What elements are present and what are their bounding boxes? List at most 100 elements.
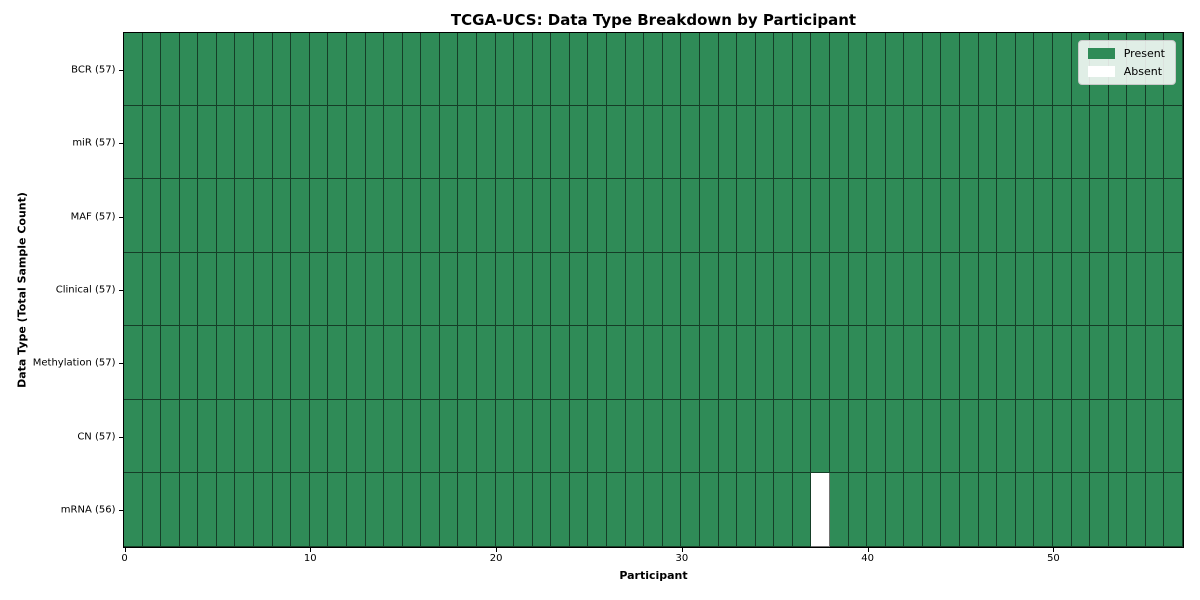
y-tick-label: BCR (57) (71, 64, 116, 76)
cell-present (662, 105, 682, 180)
cell-present (1052, 399, 1072, 474)
cell-present (941, 105, 961, 180)
cell-present (755, 473, 775, 547)
cell-present (309, 399, 329, 474)
cell-present (792, 32, 812, 106)
cell-present (904, 105, 923, 180)
cell-present (718, 179, 738, 253)
cell-present (458, 252, 477, 327)
cell-present (272, 252, 292, 327)
x-tick-label: 10 (303, 553, 317, 564)
cell-present (179, 473, 199, 547)
cell-present (272, 399, 292, 474)
cell-present (254, 399, 273, 474)
cell-present (922, 32, 942, 106)
cell-present (792, 105, 812, 180)
cell-present (607, 326, 626, 400)
cell-present (588, 252, 608, 327)
cell-present (1108, 105, 1128, 180)
x-tick-mark (1053, 548, 1055, 552)
cell-present (792, 179, 812, 253)
cell-present (904, 473, 923, 547)
cell-present (1052, 473, 1072, 547)
y-tick-label: mRNA (56) (60, 504, 116, 516)
cell-present (1145, 326, 1165, 400)
cell-present (625, 179, 645, 253)
cell-present (216, 32, 236, 106)
cell-present (774, 399, 793, 474)
cell-present (124, 399, 143, 474)
cell-present (699, 105, 719, 180)
cell-present (569, 105, 589, 180)
cell-present (848, 179, 868, 253)
cell-present (1145, 105, 1165, 180)
cell-present (1164, 252, 1183, 327)
cell-present (161, 179, 180, 253)
cell-present (1164, 179, 1183, 253)
cell-present (848, 32, 868, 106)
legend-label-present: Present (1123, 46, 1165, 60)
cell-present (699, 399, 719, 474)
cell-present (476, 326, 496, 400)
cell-present (1164, 399, 1183, 474)
cell-present (737, 326, 756, 400)
cell-present (904, 399, 923, 474)
cell-present (346, 252, 366, 327)
cell-present (960, 179, 979, 253)
cell-present (1127, 399, 1146, 474)
cell-present (904, 32, 923, 106)
cell-present (811, 326, 830, 400)
cell-present (216, 105, 236, 180)
cell-present (514, 473, 533, 547)
x-tick-mark (124, 548, 126, 552)
cell-present (421, 473, 440, 547)
cell-present (402, 32, 422, 106)
cell-present (829, 399, 849, 474)
cell-present (774, 473, 793, 547)
cell-present (551, 252, 570, 327)
legend-label-absent: Absent (1123, 64, 1163, 78)
cell-present (607, 399, 626, 474)
cell-present (1145, 179, 1165, 253)
cell-present (811, 32, 830, 106)
cell-present (1071, 473, 1091, 547)
cell-present (1090, 473, 1109, 547)
cell-present (365, 473, 385, 547)
cell-present (291, 105, 310, 180)
cell-present (439, 252, 459, 327)
cell-present (421, 252, 440, 327)
cell-present (1015, 326, 1035, 400)
cell-present (142, 105, 162, 180)
cell-present (978, 326, 998, 400)
cell-present (662, 179, 682, 253)
cell-present (1052, 326, 1072, 400)
cell-present (254, 473, 273, 547)
cell-present (495, 473, 515, 547)
cell-present (254, 105, 273, 180)
cell-present (198, 32, 217, 106)
cell-present (495, 105, 515, 180)
cell-present (328, 105, 347, 180)
cell-present (681, 473, 700, 547)
cell-present (142, 32, 162, 106)
cell-present (1034, 252, 1053, 327)
cell-present (681, 32, 700, 106)
cell-present (198, 179, 217, 253)
cell-present (588, 473, 608, 547)
cell-present (811, 105, 830, 180)
cell-present (365, 32, 385, 106)
cell-present (960, 473, 979, 547)
cell-present (458, 179, 477, 253)
cell-present (514, 32, 533, 106)
cell-present (1127, 179, 1146, 253)
cell-present (551, 179, 570, 253)
y-tick-mark (119, 363, 123, 365)
cell-present (737, 399, 756, 474)
cell-present (922, 179, 942, 253)
cell-present (625, 473, 645, 547)
cell-present (1052, 179, 1072, 253)
cell-present (848, 252, 868, 327)
cell-present (309, 326, 329, 400)
cell-present (495, 32, 515, 106)
cell-present (699, 32, 719, 106)
